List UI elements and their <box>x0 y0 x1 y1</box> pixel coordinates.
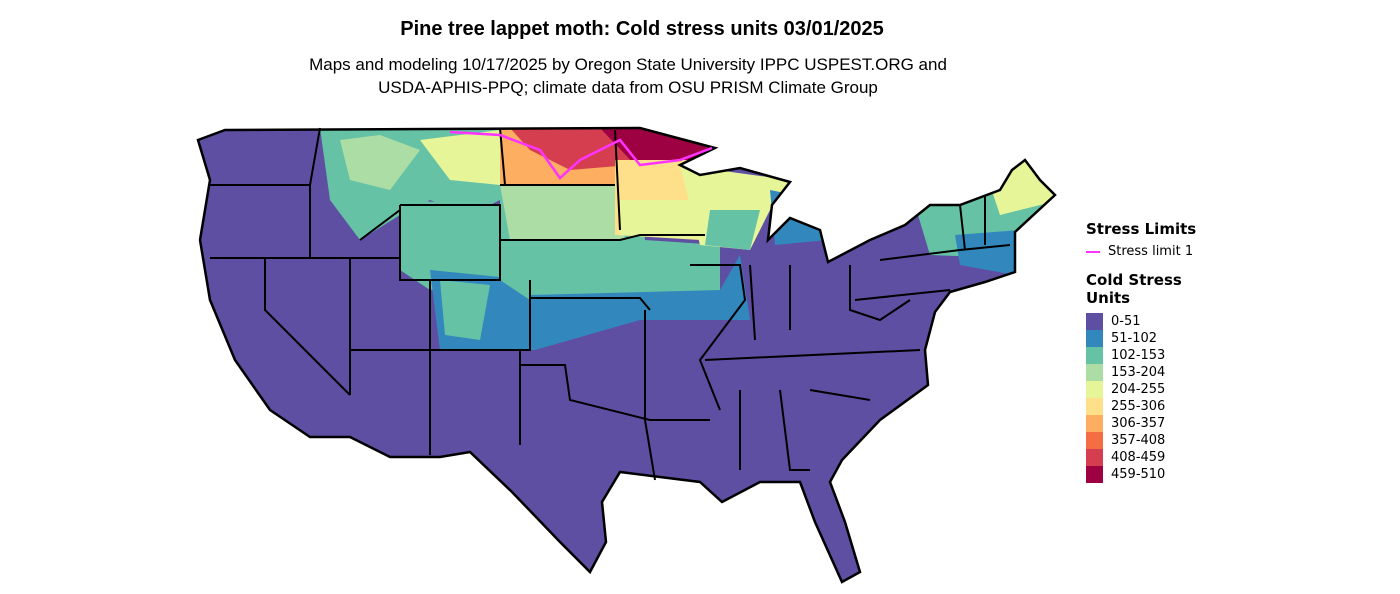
region-kansas-missouri <box>530 255 750 350</box>
legend-item: 0-51 <box>1086 313 1196 330</box>
legend-swatch <box>1086 330 1103 347</box>
region-colorado-high <box>440 280 490 340</box>
legend-label: 459-510 <box>1111 467 1166 482</box>
stress-limit-label: Stress limit 1 <box>1108 244 1194 259</box>
map-title: Pine tree lappet moth: Cold stress units… <box>400 18 884 40</box>
region-wyoming <box>400 200 505 290</box>
legend-item: 204-255 <box>1086 381 1196 398</box>
legend-swatch <box>1086 432 1103 449</box>
stress-limit-item: Stress limit 1 <box>1086 244 1196 259</box>
region-montana-yellow <box>420 130 500 185</box>
state-borders <box>210 127 1011 481</box>
map-subtitle-line-2: USDA-APHIS-PPQ; climate data from OSU PR… <box>378 78 878 97</box>
legend: Stress Limits Stress limit 1 Cold Stress… <box>1086 220 1196 483</box>
legend-swatch <box>1086 466 1103 483</box>
legend-item: 306-357 <box>1086 415 1196 432</box>
region-southern-new-england <box>955 230 1020 275</box>
legend-item: 51-102 <box>1086 330 1196 347</box>
legend-swatch <box>1086 347 1103 364</box>
region-nd-darkred <box>600 128 715 170</box>
region-wisconsin-south <box>705 210 760 250</box>
units-title-2: Units <box>1086 289 1131 307</box>
legend-item: 255-306 <box>1086 398 1196 415</box>
legend-label: 0-51 <box>1111 314 1141 329</box>
legend-label: 153-204 <box>1111 365 1166 380</box>
legend-label: 408-459 <box>1111 450 1166 465</box>
map-subtitle-line-1: Maps and modeling 10/17/2025 by Oregon S… <box>309 55 947 74</box>
legend-item: 408-459 <box>1086 449 1196 466</box>
stress-limit-1-line <box>449 130 713 180</box>
legend-swatch <box>1086 449 1103 466</box>
legend-swatch <box>1086 398 1103 415</box>
units-title-1: Cold Stress <box>1086 271 1182 289</box>
legend-swatch <box>1086 381 1103 398</box>
legend-swatch <box>1086 313 1103 330</box>
legend-label: 51-102 <box>1111 331 1158 346</box>
legend-label: 102-153 <box>1111 348 1166 363</box>
stress-limit-swatch <box>1086 250 1100 253</box>
us-map <box>196 126 1057 584</box>
region-nd-red <box>510 128 640 170</box>
legend-label: 204-255 <box>1111 382 1166 397</box>
region-south-dakota <box>500 185 625 240</box>
legend-item: 459-510 <box>1086 466 1196 483</box>
legend-label: 255-306 <box>1111 399 1166 414</box>
stress-limits-title: Stress Limits <box>1086 220 1197 238</box>
legend-label: 306-357 <box>1111 416 1166 431</box>
legend-item: 102-153 <box>1086 347 1196 364</box>
legend-label: 357-408 <box>1111 433 1166 448</box>
legend-swatch <box>1086 364 1103 381</box>
legend-swatch <box>1086 415 1103 432</box>
region-minnesota-south <box>620 200 710 240</box>
legend-item: 357-408 <box>1086 432 1196 449</box>
legend-item: 153-204 <box>1086 364 1196 381</box>
region-montana-green <box>340 135 420 190</box>
